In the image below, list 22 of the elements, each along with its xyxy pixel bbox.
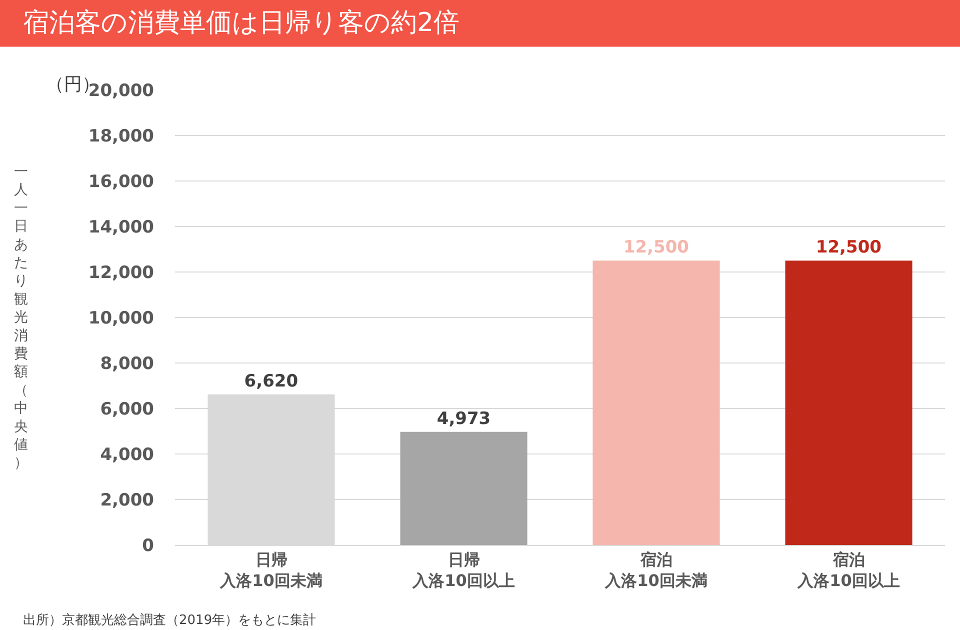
data-label: 4,973 [436,408,491,429]
y-tick-label: 2,000 [100,490,154,510]
chart-title: 宿泊客の消費単価は日帰り客の約2倍 [23,8,460,38]
y-tick-label: 10,000 [88,308,154,328]
data-label: 12,500 [816,238,882,258]
y-tick-label: 14,000 [88,217,154,238]
data-label: 12,500 [623,238,690,258]
text: 一人一日あたり観光消費額（中央値） [14,164,28,472]
text: 出所）京都観光総合調査（2019年）をもとに集計 [23,613,316,628]
y-tick-label: 16,000 [88,172,154,192]
x-tick-label: 宿泊入洛10回未満 [604,550,708,590]
y-tick-label: 4,000 [100,444,154,465]
data-label: 6,620 [244,371,298,392]
x-tick-label: 日帰入洛10回未満 [219,550,322,590]
y-tick-label: 0 [142,536,154,556]
y-tick-label: 12,000 [88,262,154,283]
x-tick-label: 日帰入洛10回以上 [412,550,515,590]
x-tick-label: 宿泊入洛10回以上 [796,550,900,590]
y-tick-label: 18,000 [88,126,154,146]
y-tick-label: 20,000 [88,80,154,101]
y-tick-label: 6,000 [100,399,154,420]
y-tick-label: 8,000 [100,354,154,374]
